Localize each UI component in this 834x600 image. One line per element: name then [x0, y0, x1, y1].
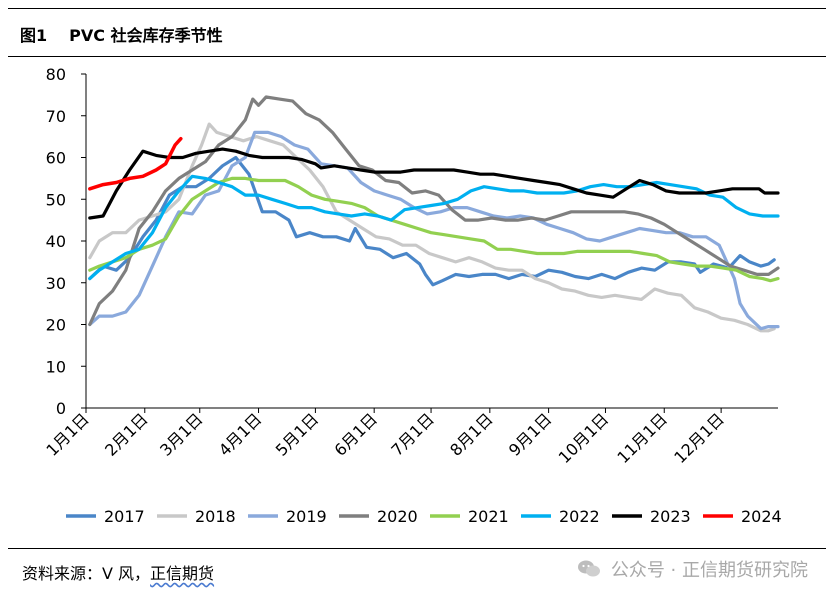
x-tick-label: 1月1日: [42, 409, 92, 459]
caption-divider: [8, 56, 826, 57]
y-tick-label: 10: [46, 357, 66, 376]
line-chart: 0 10 20 30 40 50 60 70 80 1月1日 2月1日 3月1日 4月1日 5月1日 6月…: [42, 65, 782, 526]
series-layer: [88, 95, 780, 333]
y-axis: 0 10 20 30 40 50 60 70 80: [46, 65, 87, 418]
source-company-link[interactable]: 正信期货: [150, 564, 215, 583]
legend: 2017 2018 2019 2020 2021 2022 2023 2024: [66, 507, 782, 526]
x-tick-label: 5月1日: [272, 409, 322, 459]
series-line-2019: [88, 130, 780, 331]
y-tick-label: 0: [56, 399, 66, 418]
x-tick-label: 10月1日: [555, 409, 613, 467]
wechat-icon: [577, 560, 600, 577]
legend-label-2022: 2022: [559, 507, 600, 526]
x-tick-label: 9月1日: [505, 409, 555, 459]
x-tick-label: 12月1日: [670, 409, 728, 467]
x-tick-label: 8月1日: [446, 409, 496, 459]
source-prefix: 资料来源：V 风，: [22, 564, 151, 583]
legend-label-2023: 2023: [650, 507, 691, 526]
series-line-2018: [88, 122, 776, 333]
legend-label-2018: 2018: [195, 507, 236, 526]
series-line-2023: [88, 147, 780, 220]
series-line-2021: [88, 176, 780, 283]
x-tick-label: 4月1日: [215, 409, 265, 459]
x-tick-label: 6月1日: [331, 409, 381, 459]
legend-label-2024: 2024: [741, 507, 782, 526]
legend-label-2020: 2020: [377, 507, 418, 526]
watermark: 公众号 · 正信期货研究院: [577, 556, 808, 582]
legend-label-2019: 2019: [286, 507, 327, 526]
series-line-2020: [88, 95, 780, 327]
figure-caption: 图1 PVC 社会库存季节性: [20, 22, 223, 46]
x-tick-label: 2月1日: [101, 409, 151, 459]
legend-label-2017: 2017: [104, 507, 145, 526]
figure-number: 图1: [20, 26, 48, 45]
y-tick-label: 80: [46, 65, 66, 84]
series-line-2022: [88, 174, 780, 281]
y-tick-label: 20: [46, 316, 66, 335]
legend-label-2021: 2021: [468, 507, 509, 526]
y-tick-label: 70: [46, 107, 66, 126]
series-line-2024: [88, 136, 183, 191]
x-tick-label: 7月1日: [387, 409, 437, 459]
y-tick-label: 50: [46, 190, 66, 209]
bottom-divider: [8, 548, 826, 549]
source-note: 资料来源：V 风，正信期货: [22, 560, 214, 584]
x-tick-label: 11月1日: [613, 409, 671, 467]
figure-title: PVC 社会库存季节性: [69, 26, 223, 45]
watermark-text: 公众号 · 正信期货研究院: [610, 560, 808, 581]
y-tick-label: 60: [46, 149, 66, 168]
x-axis: 1月1日 2月1日 3月1日 4月1日 5月1日 6月1日 7月1日 8月1日 9月1日 10月1…: [42, 407, 778, 467]
top-divider: [8, 8, 826, 9]
x-tick-label: 3月1日: [156, 409, 206, 459]
y-tick-label: 30: [46, 274, 66, 293]
y-tick-label: 40: [46, 232, 66, 251]
